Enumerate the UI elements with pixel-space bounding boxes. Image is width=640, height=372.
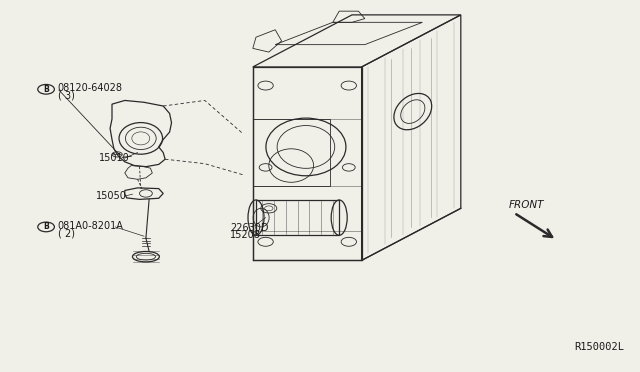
Text: 15208: 15208 xyxy=(230,231,261,240)
Text: B: B xyxy=(44,222,49,231)
Text: 15010: 15010 xyxy=(99,153,130,163)
Text: B: B xyxy=(44,85,49,94)
Text: ( 2): ( 2) xyxy=(58,228,75,238)
Text: 081A0-8201A: 081A0-8201A xyxy=(58,221,124,231)
Bar xyxy=(256,200,339,235)
Text: 15050: 15050 xyxy=(96,191,127,201)
Text: FRONT: FRONT xyxy=(509,200,544,210)
Text: R150002L: R150002L xyxy=(574,341,624,352)
Text: 08120-64028: 08120-64028 xyxy=(58,83,123,93)
Bar xyxy=(253,119,330,186)
Text: ( 3): ( 3) xyxy=(58,91,74,100)
Text: 22630D: 22630D xyxy=(230,223,269,232)
